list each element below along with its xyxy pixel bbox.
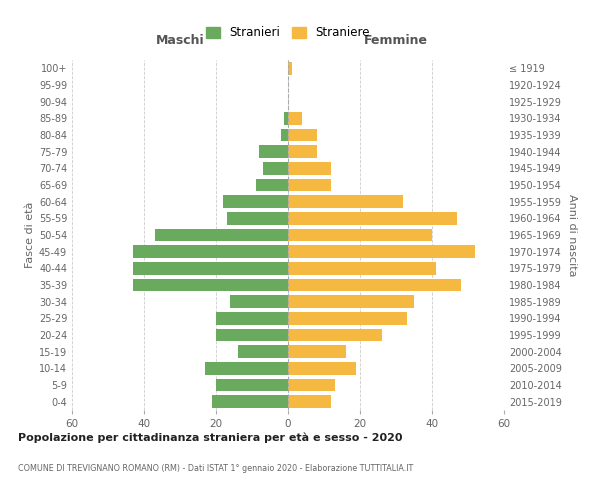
Bar xyxy=(133,246,288,258)
Bar xyxy=(288,129,317,141)
Bar xyxy=(288,196,403,208)
Bar xyxy=(223,196,288,208)
Bar xyxy=(288,346,346,358)
Bar xyxy=(216,329,288,341)
Bar xyxy=(288,212,457,224)
Bar xyxy=(288,362,356,374)
Bar xyxy=(288,329,382,341)
Bar xyxy=(288,146,317,158)
Bar xyxy=(288,296,414,308)
Bar xyxy=(288,279,461,291)
Bar xyxy=(155,229,288,241)
Bar xyxy=(216,379,288,391)
Bar xyxy=(288,229,432,241)
Text: Femmine: Femmine xyxy=(364,34,428,46)
Text: Popolazione per cittadinanza straniera per età e sesso - 2020: Popolazione per cittadinanza straniera p… xyxy=(18,432,403,443)
Y-axis label: Anni di nascita: Anni di nascita xyxy=(567,194,577,276)
Bar xyxy=(288,312,407,324)
Bar xyxy=(230,296,288,308)
Bar xyxy=(238,346,288,358)
Bar xyxy=(288,179,331,192)
Text: COMUNE DI TREVIGNANO ROMANO (RM) - Dati ISTAT 1° gennaio 2020 - Elaborazione TUT: COMUNE DI TREVIGNANO ROMANO (RM) - Dati … xyxy=(18,464,413,473)
Bar xyxy=(133,279,288,291)
Bar xyxy=(133,262,288,274)
Bar xyxy=(216,312,288,324)
Bar xyxy=(284,112,288,124)
Bar xyxy=(288,162,331,174)
Bar xyxy=(259,146,288,158)
Bar xyxy=(256,179,288,192)
Legend: Stranieri, Straniere: Stranieri, Straniere xyxy=(203,24,373,42)
Bar xyxy=(288,62,292,74)
Bar xyxy=(263,162,288,174)
Bar xyxy=(288,396,331,408)
Bar xyxy=(212,396,288,408)
Text: Maschi: Maschi xyxy=(155,34,205,46)
Y-axis label: Fasce di età: Fasce di età xyxy=(25,202,35,268)
Bar xyxy=(205,362,288,374)
Bar xyxy=(288,246,475,258)
Bar xyxy=(281,129,288,141)
Bar xyxy=(288,379,335,391)
Bar xyxy=(288,262,436,274)
Bar xyxy=(227,212,288,224)
Bar xyxy=(288,112,302,124)
